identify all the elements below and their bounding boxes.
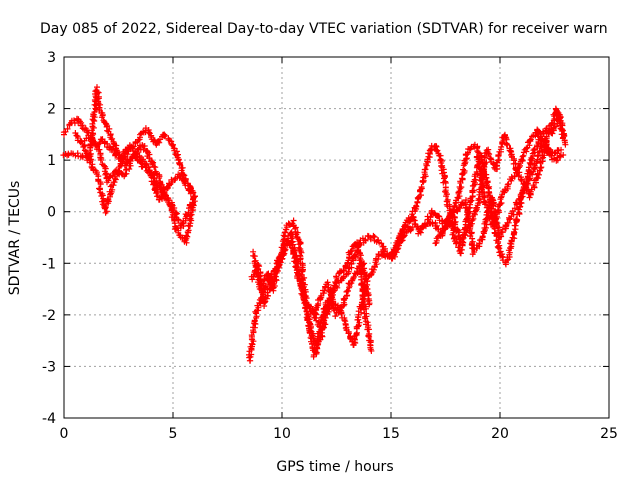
y-tick-label: -1 — [42, 256, 56, 272]
series-track-d — [81, 134, 196, 203]
point-markers — [432, 105, 567, 247]
point-markers — [304, 207, 456, 348]
x-axis-label: GPS time / hours — [276, 459, 393, 475]
series-track-h — [304, 207, 456, 348]
point-markers — [81, 134, 196, 203]
x-tick-label: 25 — [600, 426, 618, 442]
chart-title: Day 085 of 2022, Sidereal Day-to-day VTE… — [40, 21, 608, 37]
series-track-b — [60, 84, 198, 246]
y-tick-label: -2 — [42, 308, 56, 324]
series-track-k — [432, 105, 567, 247]
y-tick-label: 2 — [47, 102, 56, 118]
x-tick-label: 15 — [382, 426, 400, 442]
y-axis-label: SDTVAR / TECUs — [7, 181, 23, 296]
data-points — [60, 84, 569, 364]
x-tick-label: 20 — [491, 426, 509, 442]
point-markers — [453, 136, 565, 258]
y-tick-label: -4 — [42, 411, 56, 427]
y-tick-label: -3 — [42, 359, 56, 375]
x-tick-label: 10 — [273, 426, 291, 442]
y-tick-labels: -4 -3 -2 -1 0 1 2 3 — [42, 50, 56, 427]
series-track-l — [453, 136, 565, 258]
plot-frame — [63, 56, 610, 419]
axis-ticks — [63, 56, 610, 419]
y-tick-label: 3 — [47, 50, 56, 66]
y-tick-label: 0 — [47, 205, 56, 221]
point-markers — [60, 84, 198, 246]
x-tick-labels: 0 5 10 15 20 25 — [60, 426, 618, 442]
grid-lines — [64, 57, 609, 418]
y-tick-label: 1 — [47, 153, 56, 169]
x-tick-label: 0 — [60, 426, 69, 442]
x-tick-label: 5 — [169, 426, 178, 442]
